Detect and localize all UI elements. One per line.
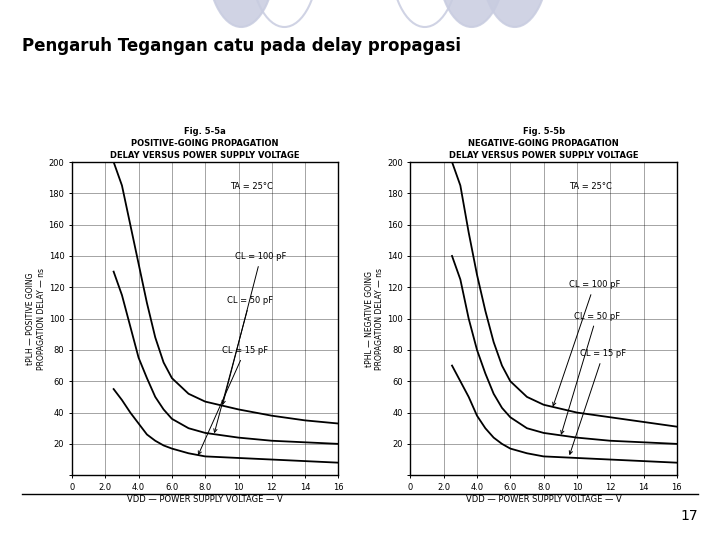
Text: CL = 15 pF: CL = 15 pF xyxy=(570,349,626,454)
Text: CL = 100 pF: CL = 100 pF xyxy=(553,280,620,406)
X-axis label: VDD — POWER SUPPLY VOLTAGE — V: VDD — POWER SUPPLY VOLTAGE — V xyxy=(466,495,621,504)
Title: Fig. 5-5b
NEGATIVE-GOING PROPAGATION
DELAY VERSUS POWER SUPPLY VOLTAGE: Fig. 5-5b NEGATIVE-GOING PROPAGATION DEL… xyxy=(449,127,639,160)
Text: TA = 25°C: TA = 25°C xyxy=(230,181,273,191)
Title: Fig. 5-5a
POSITIVE-GOING PROPAGATION
DELAY VERSUS POWER SUPPLY VOLTAGE: Fig. 5-5a POSITIVE-GOING PROPAGATION DEL… xyxy=(110,127,300,160)
Y-axis label: tPHL — NEGATIVE GOING
PROPAGATION DELAY — ns: tPHL — NEGATIVE GOING PROPAGATION DELAY … xyxy=(365,268,384,369)
X-axis label: VDD — POWER SUPPLY VOLTAGE — V: VDD — POWER SUPPLY VOLTAGE — V xyxy=(127,495,283,504)
Text: TA = 25°C: TA = 25°C xyxy=(569,181,611,191)
Text: 17: 17 xyxy=(681,509,698,523)
Text: Pengaruh Tegangan catu pada delay propagasi: Pengaruh Tegangan catu pada delay propag… xyxy=(22,37,461,55)
Text: CL = 100 pF: CL = 100 pF xyxy=(222,252,287,404)
Y-axis label: tPLH — POSITIVE GOING
PROPAGATION DELAY — ns: tPLH — POSITIVE GOING PROPAGATION DELAY … xyxy=(27,268,45,369)
Text: CL = 50 pF: CL = 50 pF xyxy=(561,312,620,434)
Text: CL = 15 pF: CL = 15 pF xyxy=(198,346,268,455)
Text: CL = 50 pF: CL = 50 pF xyxy=(214,296,273,433)
